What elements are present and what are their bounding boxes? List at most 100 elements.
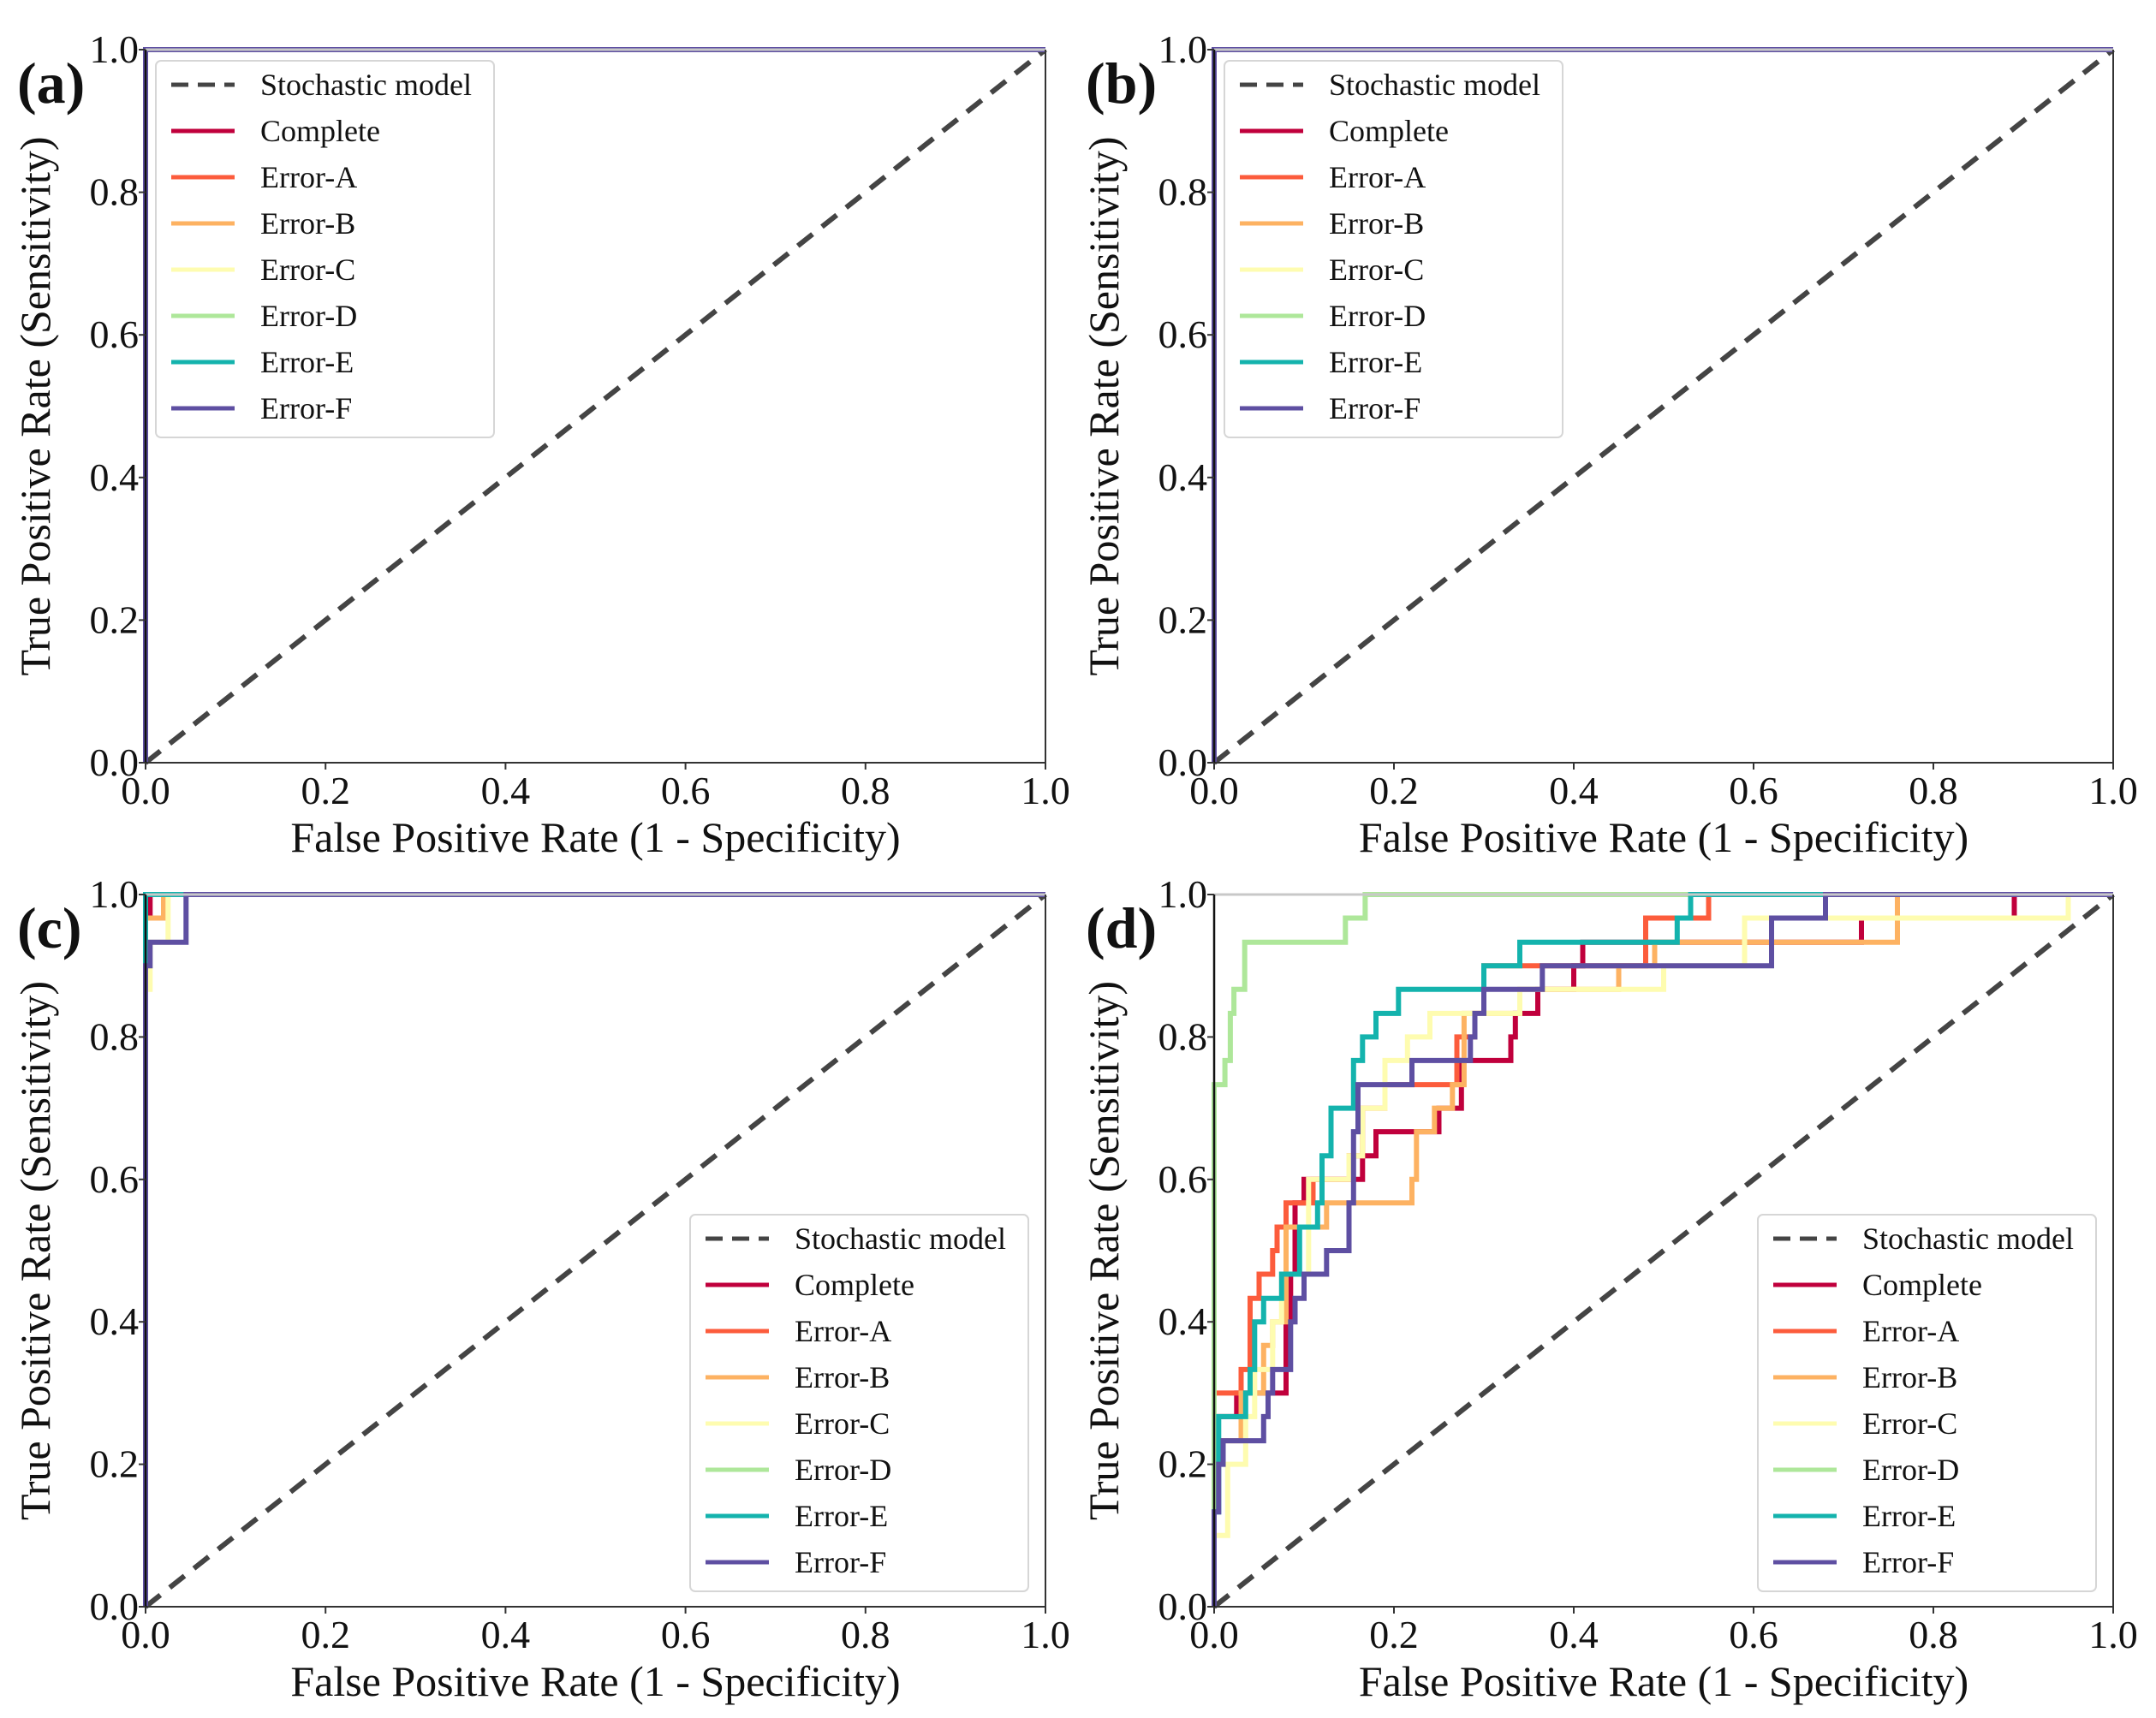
y-tick-label: 1.0 xyxy=(1158,27,1208,71)
legend-box xyxy=(1224,60,1563,438)
legend: Stochastic model Complete Error-A Error-B Er… xyxy=(1224,60,1563,438)
x-tick-label: 0.2 xyxy=(301,1613,350,1656)
legend-entry: Stochastic model xyxy=(795,1222,1006,1256)
legend-entry: Error-B xyxy=(795,1360,890,1394)
y-tick-label: 0.0 xyxy=(1158,740,1208,784)
y-axis-label: True Positive Rate (Sensitivity) xyxy=(11,136,59,675)
y-tick-label: 0.0 xyxy=(90,1584,140,1628)
y-tick-label: 0.6 xyxy=(1158,1157,1208,1201)
legend-entry: Error-D xyxy=(1329,299,1426,333)
panel-label: (c) xyxy=(17,895,81,960)
legend-entry: Error-E xyxy=(795,1499,888,1533)
legend-entry: Stochastic model xyxy=(1862,1222,2074,1256)
x-tick-label: 0.2 xyxy=(301,769,350,812)
x-axis-label: False Positive Rate (1 - Specificity) xyxy=(1359,1657,1968,1705)
y-tick-label: 0.6 xyxy=(1158,312,1208,356)
legend-entry: Complete xyxy=(1862,1268,1982,1302)
legend-box xyxy=(689,1214,1029,1592)
legend-entry: Stochastic model xyxy=(1329,68,1540,102)
x-tick-label: 1.0 xyxy=(2088,769,2138,812)
y-tick-label: 0.4 xyxy=(1158,455,1208,499)
legend-entry: Error-F xyxy=(1862,1545,1954,1579)
legend-entry: Error-C xyxy=(795,1406,890,1441)
x-tick-label: 0.8 xyxy=(1909,1613,1958,1656)
legend: Stochastic model Complete Error-A Error-B Er… xyxy=(689,1214,1029,1592)
x-tick-label: 0.8 xyxy=(841,769,890,812)
y-tick-label: 0.8 xyxy=(90,1014,140,1058)
legend-entry: Complete xyxy=(1329,114,1449,148)
legend-entry: Error-F xyxy=(260,391,352,425)
legend-entry: Error-D xyxy=(1862,1453,1959,1487)
legend-entry: Error-C xyxy=(1862,1406,1957,1441)
legend-entry: Error-A xyxy=(260,160,357,194)
legend-entry: Error-C xyxy=(1329,253,1424,287)
x-tick-label: 0.6 xyxy=(661,769,711,812)
x-tick-label: 0.8 xyxy=(1909,769,1958,812)
legend-entry: Error-C xyxy=(260,253,355,287)
y-tick-label: 1.0 xyxy=(1158,872,1208,916)
legend-entry: Complete xyxy=(795,1268,914,1302)
y-tick-label: 0.4 xyxy=(90,1299,140,1343)
legend-entry: Error-B xyxy=(1329,206,1424,241)
subplot-0: 0.0 0.2 0.4 0.6 0.8 1.0 0.0 0.2 0.4 0.6 0.8 1.0 Fals… xyxy=(11,27,1070,861)
stochastic-model-line xyxy=(144,47,1047,765)
legend-box xyxy=(155,60,495,438)
x-axis-label: False Positive Rate (1 - Specificity) xyxy=(290,813,900,861)
legend: Stochastic model Complete Error-A Error-B Er… xyxy=(1757,1214,2097,1592)
y-tick-label: 1.0 xyxy=(90,872,140,916)
y-tick-label: 0.8 xyxy=(1158,170,1208,214)
y-tick-label: 0.0 xyxy=(90,740,140,784)
stochastic-model-line xyxy=(144,892,1047,1609)
subplot-3: 0.0 0.2 0.4 0.6 0.8 1.0 0.0 0.2 0.4 0.6 0.8 1.0 Fals… xyxy=(1080,872,2138,1705)
x-tick-label: 0.6 xyxy=(1729,1613,1778,1656)
legend-entry: Error-F xyxy=(1329,391,1420,425)
legend-entry: Error-B xyxy=(260,206,355,241)
legend-entry: Error-E xyxy=(1862,1499,1956,1533)
x-axis-label: False Positive Rate (1 - Specificity) xyxy=(290,1657,900,1705)
x-tick-label: 0.0 xyxy=(1189,769,1239,812)
x-tick-label: 0.4 xyxy=(481,1613,531,1656)
y-tick-label: 0.8 xyxy=(90,170,140,214)
x-tick-label: 0.2 xyxy=(1369,769,1419,812)
x-tick-label: 0.8 xyxy=(841,1613,890,1656)
roc-curve-error-c xyxy=(1212,892,2113,1607)
panel-label: (d) xyxy=(1086,895,1157,960)
series-group xyxy=(1212,892,2115,1609)
x-tick-label: 0.4 xyxy=(1549,1613,1599,1656)
legend-entry: Error-E xyxy=(1329,345,1422,379)
x-tick-label: 0.4 xyxy=(481,769,531,812)
x-tick-label: 0.0 xyxy=(121,1613,170,1656)
legend-entry: Error-E xyxy=(260,345,354,379)
legend-entry: Error-D xyxy=(795,1453,891,1487)
x-tick-label: 0.6 xyxy=(1729,769,1778,812)
x-tick-label: 1.0 xyxy=(2088,1613,2138,1656)
roc-curve-error-f xyxy=(1212,892,2113,1607)
legend-entry: Error-F xyxy=(795,1545,886,1579)
y-tick-label: 0.2 xyxy=(90,597,140,641)
subplot-1: 0.0 0.2 0.4 0.6 0.8 1.0 0.0 0.2 0.4 0.6 0.8 1.0 Fals… xyxy=(1080,27,2138,861)
legend-entry: Error-A xyxy=(1329,160,1426,194)
legend-entry: Stochastic model xyxy=(260,68,472,102)
x-tick-label: 0.2 xyxy=(1369,1613,1419,1656)
x-tick-label: 0.6 xyxy=(661,1613,711,1656)
panel-label: (a) xyxy=(17,51,85,116)
roc-curve-error-d xyxy=(1212,892,2113,1607)
y-tick-label: 0.4 xyxy=(1158,1299,1208,1343)
y-axis-label: True Positive Rate (Sensitivity) xyxy=(1080,981,1128,1520)
stochastic-model-line xyxy=(1212,892,2115,1609)
x-tick-label: 0.4 xyxy=(1549,769,1599,812)
x-tick-label: 0.0 xyxy=(121,769,170,812)
panel-label: (b) xyxy=(1086,51,1157,116)
legend-entry: Complete xyxy=(260,114,380,148)
legend-entry: Error-D xyxy=(260,299,357,333)
y-axis-label: True Positive Rate (Sensitivity) xyxy=(1080,136,1128,675)
x-axis-label: False Positive Rate (1 - Specificity) xyxy=(1359,813,1968,861)
y-tick-label: 0.6 xyxy=(90,312,140,356)
y-tick-label: 1.0 xyxy=(90,27,140,71)
y-tick-label: 0.2 xyxy=(90,1442,140,1486)
y-tick-label: 0.0 xyxy=(1158,1584,1208,1628)
y-tick-label: 0.4 xyxy=(90,455,140,499)
x-tick-label: 1.0 xyxy=(1021,1613,1070,1656)
legend-entry: Error-A xyxy=(1862,1314,1959,1348)
